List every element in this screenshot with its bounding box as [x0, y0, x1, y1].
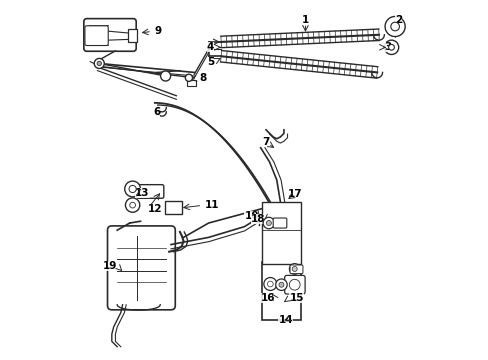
Text: 10: 10	[244, 211, 258, 221]
Text: 7: 7	[262, 138, 269, 147]
Circle shape	[289, 264, 300, 274]
Circle shape	[388, 44, 394, 50]
Circle shape	[129, 185, 136, 193]
Text: 15: 15	[289, 293, 303, 303]
Text: 13: 13	[135, 188, 149, 198]
Circle shape	[264, 278, 276, 291]
Text: 3: 3	[384, 42, 391, 52]
Circle shape	[384, 40, 398, 54]
Text: 11: 11	[204, 200, 219, 210]
FancyBboxPatch shape	[83, 19, 136, 51]
Circle shape	[97, 61, 101, 66]
FancyBboxPatch shape	[85, 26, 108, 45]
FancyBboxPatch shape	[137, 185, 163, 198]
Circle shape	[124, 181, 140, 197]
Text: 14: 14	[278, 315, 292, 325]
FancyBboxPatch shape	[107, 226, 175, 310]
FancyBboxPatch shape	[289, 265, 303, 274]
Circle shape	[94, 58, 104, 68]
Circle shape	[266, 221, 271, 226]
Circle shape	[185, 74, 192, 81]
Circle shape	[160, 71, 170, 81]
Circle shape	[289, 279, 300, 290]
Circle shape	[263, 217, 274, 229]
Circle shape	[129, 202, 135, 208]
Text: 2: 2	[394, 15, 402, 26]
FancyBboxPatch shape	[273, 218, 286, 228]
Bar	[261, 202, 301, 264]
Text: 18: 18	[250, 215, 265, 224]
Text: 4: 4	[206, 42, 214, 52]
Circle shape	[267, 281, 273, 287]
Circle shape	[292, 266, 297, 271]
Text: 19: 19	[102, 261, 117, 271]
Text: 5: 5	[206, 57, 214, 67]
Bar	[128, 30, 137, 42]
Text: 8: 8	[199, 73, 206, 83]
Text: 9: 9	[155, 26, 162, 36]
Circle shape	[278, 282, 284, 287]
Circle shape	[390, 22, 399, 31]
Text: 12: 12	[147, 204, 162, 214]
Bar	[164, 201, 182, 215]
Circle shape	[384, 17, 405, 37]
Text: 6: 6	[153, 107, 160, 117]
Text: 1: 1	[301, 15, 308, 26]
Circle shape	[125, 198, 140, 212]
FancyBboxPatch shape	[284, 275, 305, 294]
Text: 16: 16	[260, 293, 274, 303]
Text: 17: 17	[287, 189, 302, 199]
Bar	[261, 262, 301, 320]
Bar	[187, 80, 196, 86]
Circle shape	[275, 279, 286, 291]
